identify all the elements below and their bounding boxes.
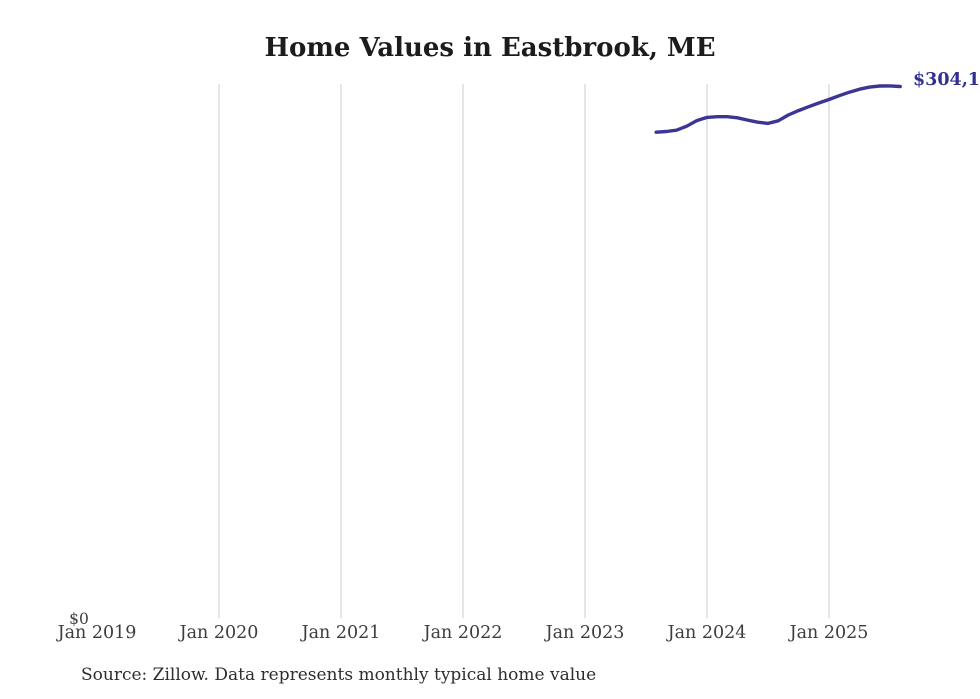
home-value-line-series <box>654 84 902 134</box>
x-axis-tick-label: Jan 2024 <box>667 623 747 643</box>
gridlines <box>218 84 830 618</box>
x-axis-tick-label: Jan 2020 <box>179 623 259 643</box>
x-axis-tick-label: Jan 2019 <box>57 623 137 643</box>
latest-value-label: $304,133 <box>913 70 980 90</box>
x-axis-tick-label: Jan 2023 <box>545 623 625 643</box>
x-axis-tick-label: Jan 2021 <box>301 623 381 643</box>
chart-title: Home Values in Eastbrook, ME <box>264 33 716 63</box>
x-axis-tick-label: Jan 2022 <box>423 623 503 643</box>
y-axis-zero-label: $0 <box>69 610 89 628</box>
source-note: Source: Zillow. Data represents monthly … <box>81 665 597 685</box>
x-axis-tick-label: Jan 2025 <box>789 623 869 643</box>
